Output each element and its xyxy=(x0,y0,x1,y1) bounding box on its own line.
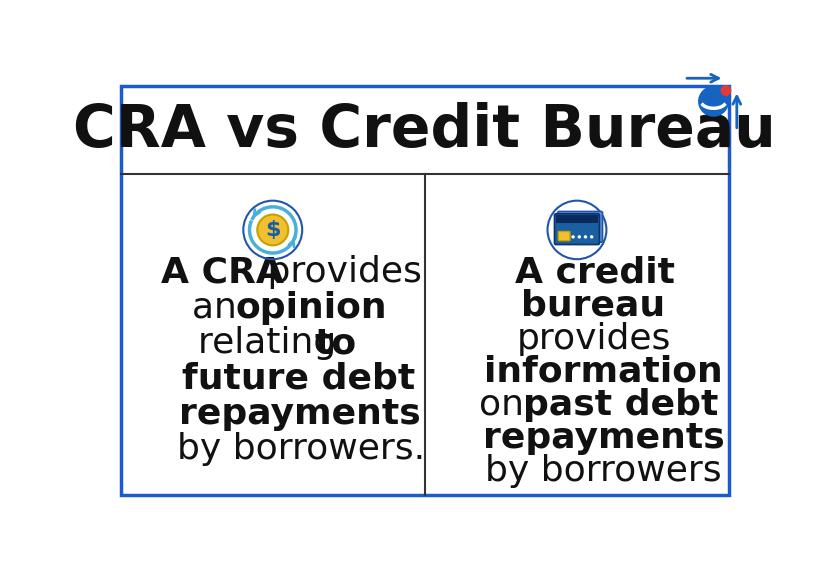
Text: bureau: bureau xyxy=(521,289,664,323)
Text: A credit: A credit xyxy=(514,255,674,289)
Circle shape xyxy=(590,235,593,239)
Circle shape xyxy=(720,85,730,96)
Text: by borrowers: by borrowers xyxy=(484,454,721,488)
Text: provides: provides xyxy=(517,321,671,355)
Circle shape xyxy=(697,86,728,117)
Text: an: an xyxy=(192,291,248,325)
Text: information: information xyxy=(484,355,722,389)
Circle shape xyxy=(583,235,586,239)
FancyBboxPatch shape xyxy=(121,86,728,495)
Text: by borrowers.: by borrowers. xyxy=(176,432,424,466)
Text: A CRA: A CRA xyxy=(161,255,283,289)
Text: repayments: repayments xyxy=(179,397,421,431)
Text: past debt: past debt xyxy=(522,388,718,421)
Text: $: $ xyxy=(265,220,280,240)
Text: relating: relating xyxy=(198,326,348,360)
Text: on: on xyxy=(479,388,535,421)
Text: CRA vs Credit Bureau: CRA vs Credit Bureau xyxy=(74,102,775,159)
Text: opinion: opinion xyxy=(236,291,387,325)
Text: future debt: future debt xyxy=(182,362,415,396)
FancyBboxPatch shape xyxy=(558,232,570,241)
Text: repayments: repayments xyxy=(483,421,724,455)
Text: provides: provides xyxy=(256,255,421,289)
FancyBboxPatch shape xyxy=(554,214,599,244)
FancyBboxPatch shape xyxy=(557,212,602,242)
Circle shape xyxy=(570,235,574,239)
Text: to: to xyxy=(314,326,356,360)
Bar xyxy=(556,215,597,223)
Circle shape xyxy=(577,235,580,239)
Circle shape xyxy=(257,214,288,246)
